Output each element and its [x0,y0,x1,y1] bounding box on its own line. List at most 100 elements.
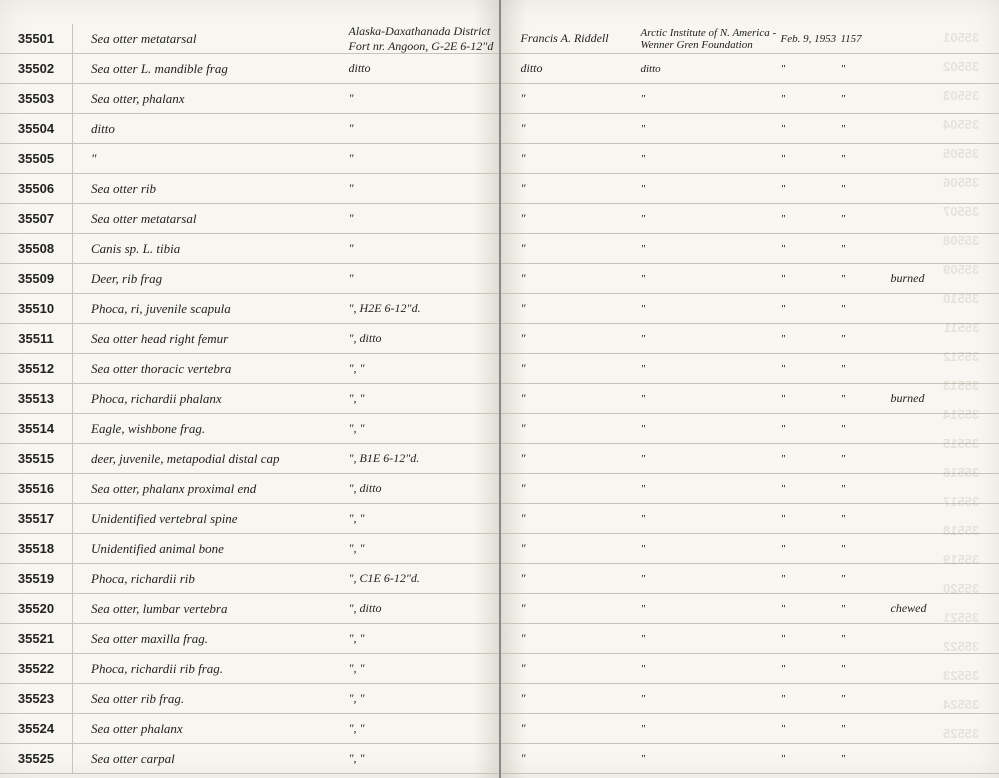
institution: " [641,333,781,345]
number: " [841,93,891,105]
specimen-id: 35513 [0,384,73,413]
date: " [781,123,841,135]
specimen-description: Sea otter head right femur [73,331,349,347]
ghost-id: 35518 [943,523,979,538]
ledger-row: 35502Sea otter L. mandible fragditto [0,54,499,84]
specimen-id: 35501 [0,24,73,53]
location: ", " [349,511,499,526]
specimen-description: Sea otter, phalanx proximal end [73,481,349,497]
date: Feb. 9, 1953 [781,33,841,45]
institution: " [641,243,781,255]
ghost-id: 35510 [943,291,979,306]
date: " [781,663,841,675]
specimen-id: 35524 [0,714,73,743]
specimen-id: 35521 [0,624,73,653]
institution: " [641,603,781,615]
number: " [841,123,891,135]
number: " [841,693,891,705]
institution: " [641,543,781,555]
notes: burned [891,391,961,406]
date: " [781,453,841,465]
collector: " [521,421,641,436]
specimen-id: 35507 [0,204,73,233]
ledger-row-right: """" [501,444,999,474]
ghost-id: 35503 [943,88,979,103]
number: " [841,183,891,195]
location: ", ditto [349,601,499,616]
location: " [349,121,499,136]
location: ", C1E 6-12"d. [349,571,499,586]
institution: " [641,183,781,195]
ledger-row: 35508Canis sp. L. tibia" [0,234,499,264]
date: " [781,303,841,315]
location: " [349,151,499,166]
number: " [841,423,891,435]
specimen-id: 35519 [0,564,73,593]
ledger-row-right: """" [501,174,999,204]
collector: " [521,481,641,496]
ledger-row-right: """" [501,744,999,774]
collector: " [521,211,641,226]
specimen-id: 35504 [0,114,73,143]
ledger-row-right: """" [501,84,999,114]
collector: " [521,631,641,646]
specimen-description: deer, juvenile, metapodial distal cap [73,451,349,467]
ghost-id: 35519 [943,552,979,567]
left-page: 35501Sea otter metatarsalAlaska-Daxathan… [0,0,501,778]
ghost-id: 35516 [943,465,979,480]
ledger-row: 35520Sea otter, lumbar vertebra", ditto [0,594,499,624]
ledger-row: 35525Sea otter carpal", " [0,744,499,774]
institution: " [641,273,781,285]
ledger-row-right: """" [501,564,999,594]
institution: " [641,423,781,435]
ledger-row: 35517Unidentified vertebral spine", " [0,504,499,534]
specimen-id: 35502 [0,54,73,83]
institution: " [641,663,781,675]
ledger-row-right: """" [501,654,999,684]
specimen-id: 35515 [0,444,73,473]
collector: " [521,361,641,376]
ledger-row-right: """" [501,474,999,504]
collector: " [521,601,641,616]
specimen-id: 35512 [0,354,73,383]
specimen-id: 35517 [0,504,73,533]
institution: " [641,93,781,105]
specimen-id: 35518 [0,534,73,563]
specimen-description: Phoca, richardii rib frag. [73,661,349,677]
date: " [781,153,841,165]
ghost-id: 35514 [943,407,979,422]
ghost-id: 35525 [943,726,979,741]
specimen-description: Deer, rib frag [73,271,349,287]
date: " [781,603,841,615]
number: " [841,723,891,735]
ghost-id: 35507 [943,204,979,219]
specimen-description: Sea otter rib [73,181,349,197]
ghost-id: 35506 [943,175,979,190]
number: " [841,633,891,645]
location: " [349,211,499,226]
date: " [781,723,841,735]
number: " [841,573,891,585]
specimen-description: Sea otter rib frag. [73,691,349,707]
ghost-id: 35509 [943,262,979,277]
location: ", " [349,391,499,406]
ledger-row: 35501Sea otter metatarsalAlaska-Daxathan… [0,24,499,54]
ledger-row-right: """" [501,354,999,384]
location: ", " [349,691,499,706]
number: " [841,243,891,255]
location: ", B1E 6-12"d. [349,451,499,466]
ghost-id: 35508 [943,233,979,248]
date: " [781,423,841,435]
location: ", " [349,421,499,436]
ledger-row: 35521Sea otter maxilla frag.", " [0,624,499,654]
specimen-description: Canis sp. L. tibia [73,241,349,257]
collector: " [521,121,641,136]
ledger-row: 35522Phoca, richardii rib frag.", " [0,654,499,684]
collector: " [521,151,641,166]
collector: " [521,511,641,526]
ledger-row-right: """" [501,414,999,444]
number: " [841,603,891,615]
right-rows-container: Francis A. RiddellArctic Institute of N.… [501,0,999,774]
ledger-row: 35511Sea otter head right femur", ditto [0,324,499,354]
date: " [781,483,841,495]
